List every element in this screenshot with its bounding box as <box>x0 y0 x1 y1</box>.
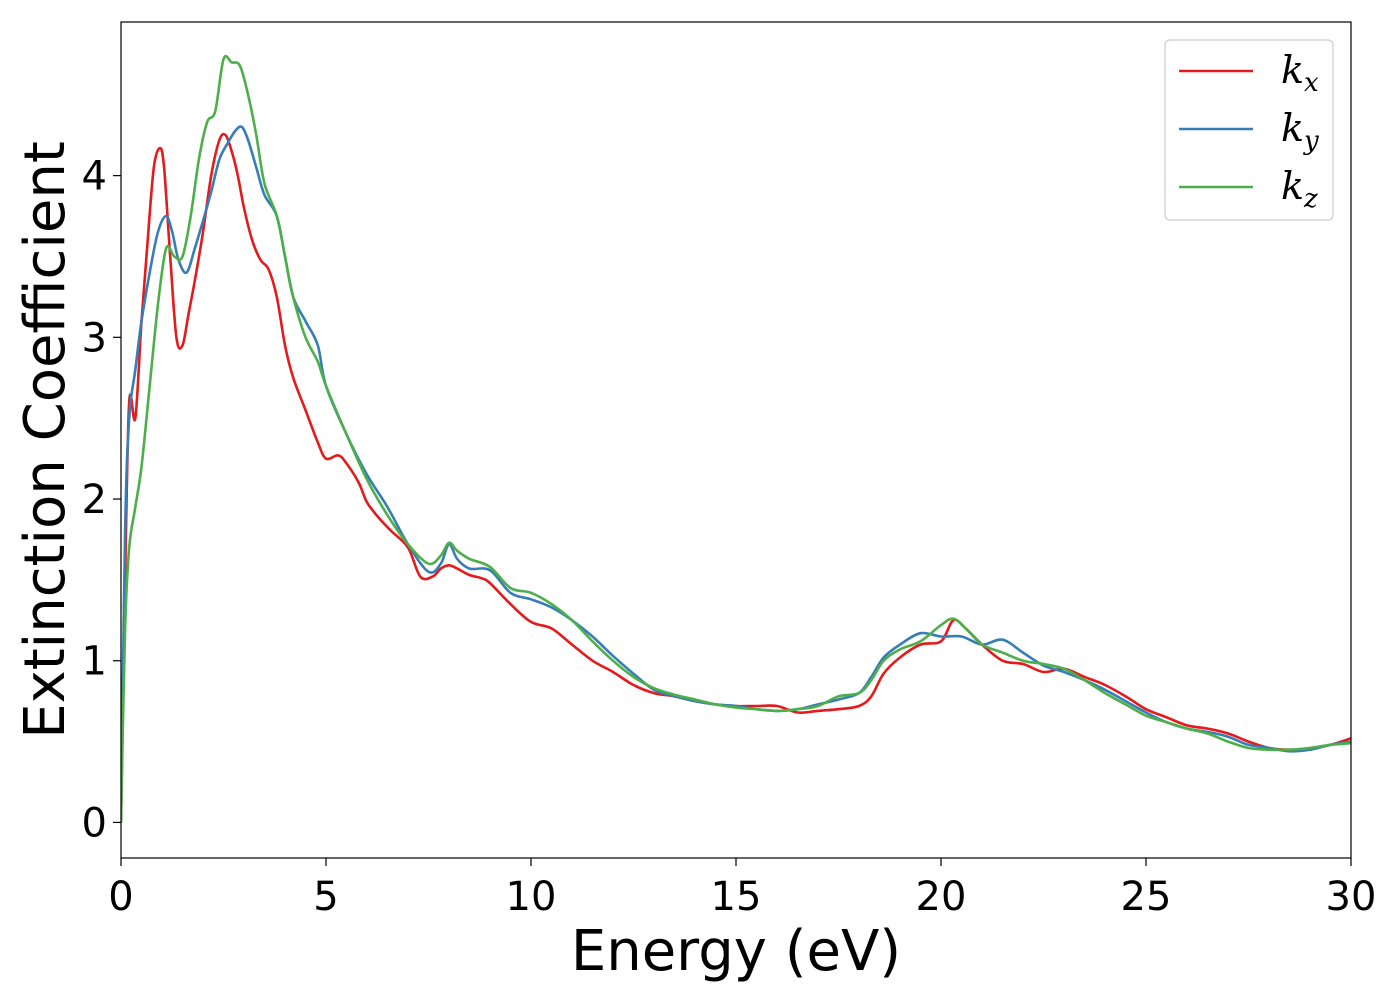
legend-item-y: ky <box>1179 106 1319 156</box>
legend-item-z: kz <box>1179 164 1318 214</box>
legend-label: ky <box>1281 106 1319 156</box>
y-tick-label: 2 <box>82 477 107 523</box>
x-tick-label: 30 <box>1326 874 1377 920</box>
y-tick-label: 1 <box>82 639 107 685</box>
x-tick-label: 15 <box>711 874 762 920</box>
series-layer <box>121 54 1351 823</box>
x-tick-label: 10 <box>506 874 557 920</box>
y-tick-label: 3 <box>82 315 107 361</box>
x-tick-label: 20 <box>916 874 967 920</box>
legend-label: kx <box>1281 48 1319 98</box>
legend: kx ky kz <box>1164 39 1334 221</box>
legend-item-x: kx <box>1179 48 1319 98</box>
y-axis: 0 1 2 3 4 <box>82 154 121 846</box>
x-tick-label: 25 <box>1121 874 1172 920</box>
y-tick-label: 0 <box>82 800 107 846</box>
series-line-z <box>121 54 1351 823</box>
x-axis-title: Energy (eV) <box>571 919 901 984</box>
series-line-x <box>121 132 1351 823</box>
x-tick-label: 0 <box>108 874 133 920</box>
y-axis-title: Extinction Coefficient <box>13 141 78 739</box>
y-tick-label: 4 <box>82 154 107 200</box>
x-tick-label: 5 <box>313 874 338 920</box>
legend-label: kz <box>1281 164 1318 214</box>
x-axis: 0 5 10 15 20 25 30 <box>108 858 1376 920</box>
